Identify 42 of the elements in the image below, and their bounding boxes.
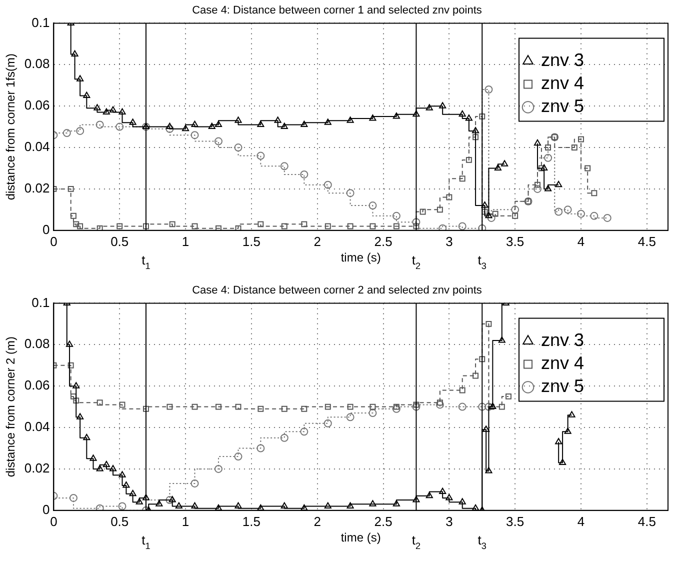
x-axis-title: time (s) [340,530,381,544]
y-tick-label: 0.1 [32,294,50,310]
legend-label: znv 5 [541,376,584,396]
x-tick-label: 2.5 [374,514,392,529]
legend-label: znv 5 [541,96,584,116]
legend-label: znv 3 [541,330,584,350]
y-tick-label: 0.08 [24,336,50,352]
y-tick-label: 0.04 [24,139,50,154]
legend-label: znv 4 [541,353,584,374]
y-axis-title: distance from corner 2 (m) [4,336,18,478]
x-tick-label: 1.5 [242,234,260,249]
y-tick-label: 0.06 [24,98,50,113]
x-tick-label: 3.5 [506,234,524,249]
y-tick-label: 0.02 [24,180,50,196]
x-tick-label: 4.5 [638,234,656,249]
legend-label: znv 3 [541,50,584,70]
x-tick-label: 3 [446,514,453,529]
x-tick-label: 2 [314,514,321,529]
x-tick-label: 4 [577,514,585,529]
y-tick-label: 0.04 [24,419,50,434]
x-tick-label: 0.5 [110,234,129,249]
x-tick-label: 2.5 [374,234,392,249]
y-tick-label: 0 [42,502,50,517]
y-tick-label: 0.02 [24,460,50,476]
legend-label: znv 4 [541,73,584,94]
x-axis-title: time (s) [340,250,381,264]
x-tick-label: 1.5 [242,514,260,529]
x-tick-label: 3 [446,234,453,249]
chart-title: Case 4: Distance between corner 2 and selected znv points [192,284,482,297]
y-tick-label: 0.1 [32,14,50,30]
chart-title: Case 4: Distance between corner 1 and selected znv points [192,4,482,17]
x-tick-label: 0.5 [110,514,129,529]
x-tick-label: 4.5 [638,514,656,529]
x-tick-label: 2 [314,234,321,249]
y-tick-label: 0.06 [24,378,50,393]
x-tick-label: 1 [182,514,190,529]
y-tick-label: 0.08 [24,56,50,72]
x-tick-label: 1 [182,234,190,249]
x-tick-label: 4 [577,234,585,249]
y-axis-title: distance from corner 1fs(m) [4,53,18,200]
x-tick-label: 3.5 [506,514,524,529]
y-tick-label: 0 [42,222,50,237]
